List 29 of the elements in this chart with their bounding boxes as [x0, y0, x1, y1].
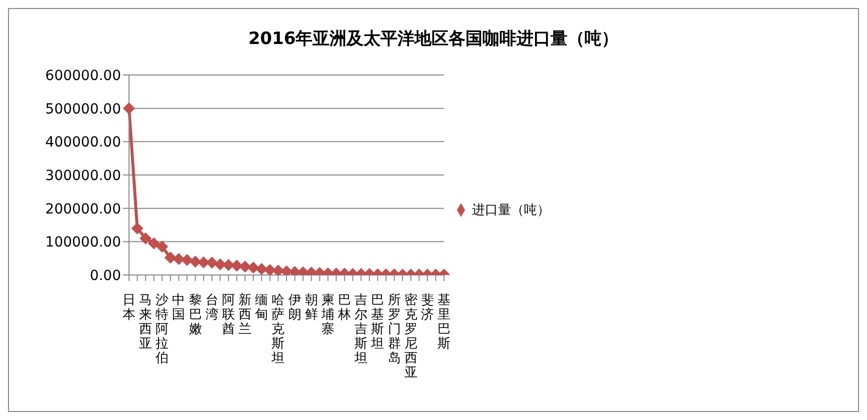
x-tick-label: 哈萨克斯坦 [270, 293, 285, 366]
x-tick-label: 伊朗 [288, 293, 302, 322]
x-tick-label: 巴基斯坦 [370, 293, 384, 352]
x-tick-label: 黎巴嫩 [188, 293, 202, 337]
legend-label: 进口量（吨） [472, 203, 550, 218]
y-tick-label: 0.00 [90, 268, 121, 284]
x-tick-label: 阿联酋 [222, 293, 235, 337]
y-tick-label: 200000.00 [45, 201, 121, 218]
x-tick-label: 基里巴斯 [438, 293, 450, 352]
x-tick-label: 密克罗尼西亚 [404, 293, 418, 380]
y-tick-label: 500000.00 [45, 101, 121, 118]
x-tick-label: 台湾 [205, 293, 218, 322]
x-tick-label: 斐济 [420, 293, 434, 322]
x-tick-label: 日本 [122, 293, 136, 322]
x-tick-label: 朝鲜 [304, 293, 318, 322]
x-tick-label: 缅甸 [255, 293, 268, 322]
chart-title: 2016年亚洲及太平洋地区各国咖啡进口量（吨） [247, 28, 620, 50]
x-tick-label: 柬埔寨 [320, 293, 334, 337]
x-tick-label: 所罗门群岛 [388, 293, 401, 366]
x-tick-label: 巴林 [337, 293, 352, 322]
x-tick-label: 新西兰 [238, 293, 252, 337]
y-tick-label: 600000.00 [45, 68, 121, 84]
y-tick-label: 100000.00 [45, 234, 121, 251]
y-tick-label: 400000.00 [45, 134, 121, 151]
y-tick-label: 300000.00 [45, 168, 121, 184]
x-tick-label: 中国 [172, 293, 186, 322]
x-tick-label: 沙特阿拉伯 [154, 293, 169, 366]
x-tick-label: 吉尔吉斯坦 [354, 293, 368, 366]
x-tick-label: 马来西亚 [139, 293, 152, 352]
